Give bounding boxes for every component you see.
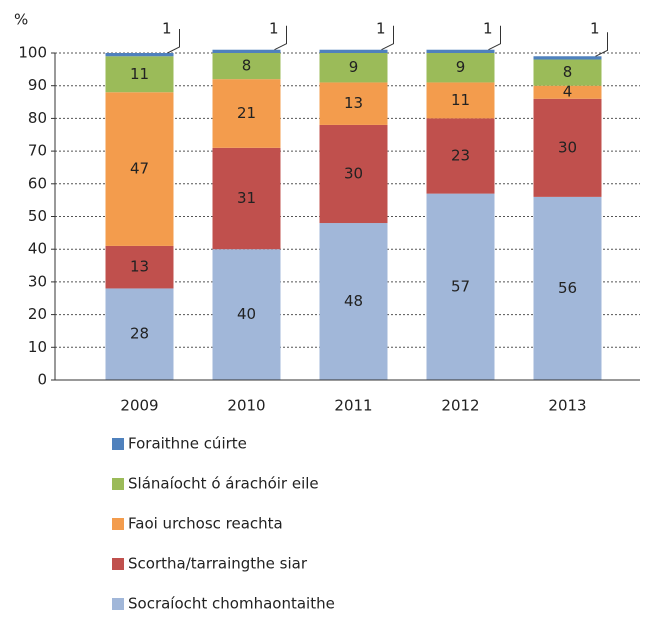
leader-line	[381, 25, 394, 51]
value-label: 40	[237, 305, 256, 323]
bar-segment	[105, 92, 174, 246]
y-tick-label: 50	[28, 207, 47, 225]
bar-segment	[319, 53, 388, 83]
value-label: 4	[563, 83, 573, 101]
bar-segment	[105, 53, 174, 57]
y-tick-label: 40	[28, 240, 47, 258]
leader-line	[488, 25, 501, 51]
value-label: 8	[242, 57, 252, 75]
value-label: 13	[130, 258, 149, 276]
y-tick-label: 90	[28, 76, 47, 94]
y-axis-label: %	[14, 11, 28, 29]
legend-label: Faoi urchosc reachta	[128, 515, 283, 533]
x-tick-label: 2011	[334, 397, 372, 415]
bar-segment	[426, 49, 495, 53]
bar-segment	[105, 288, 174, 380]
value-label: 48	[344, 292, 363, 310]
bar-segment	[212, 49, 281, 53]
bar-segment	[426, 193, 495, 380]
y-tick-label: 100	[18, 44, 47, 62]
bar-segment	[533, 59, 602, 86]
legend-swatch	[112, 558, 124, 570]
value-label: 28	[130, 325, 149, 343]
value-label: 23	[451, 147, 470, 165]
value-label: 57	[451, 277, 470, 295]
value-label: 11	[130, 65, 149, 83]
legend-swatch	[112, 518, 124, 530]
legend-swatch	[112, 598, 124, 610]
value-label: 1	[590, 20, 600, 38]
x-tick-label: 2012	[441, 397, 479, 415]
value-label: 9	[349, 58, 359, 76]
y-tick-label: 60	[28, 174, 47, 192]
x-tick-label: 2013	[548, 397, 586, 415]
x-tick-label: 2009	[120, 397, 158, 415]
y-tick-label: 80	[28, 109, 47, 127]
bar-segment	[105, 56, 174, 93]
x-tick-label: 2010	[227, 397, 265, 415]
y-tick-label: 70	[28, 142, 47, 160]
value-label: 21	[237, 104, 256, 122]
legend-label: Slánaíocht ó árachóir eile	[128, 475, 319, 493]
value-label: 31	[237, 189, 256, 207]
leader-line	[274, 25, 287, 51]
bar-segment	[319, 49, 388, 53]
bar-segment	[533, 98, 602, 197]
value-label: 47	[130, 160, 149, 178]
bar-segment	[426, 53, 495, 83]
bar-segment	[319, 223, 388, 380]
bar-segment	[426, 82, 495, 119]
y-tick-label: 0	[37, 371, 47, 389]
legend-swatch	[112, 438, 124, 450]
bar-segment	[533, 85, 602, 99]
bar-segment	[105, 245, 174, 289]
value-label: 1	[483, 20, 493, 38]
leader-line	[167, 29, 180, 54]
y-tick-label: 30	[28, 272, 47, 290]
bar-segment	[533, 56, 602, 60]
value-label: 56	[558, 279, 577, 297]
legend-swatch	[112, 478, 124, 490]
bar-segment	[319, 82, 388, 125]
bar-segment	[319, 124, 388, 224]
legend-label: Foraithne cúirte	[128, 435, 247, 453]
leader-line	[595, 32, 608, 57]
value-label: 1	[162, 20, 172, 38]
bar-segment	[212, 79, 281, 148]
bar-segment	[533, 196, 602, 380]
value-label: 9	[456, 58, 466, 76]
value-label: 11	[451, 91, 470, 109]
legend-label: Socraíocht chomhaontaithe	[128, 595, 335, 613]
value-label: 8	[563, 63, 573, 81]
value-label: 1	[269, 20, 279, 38]
value-label: 30	[558, 138, 577, 156]
y-tick-label: 10	[28, 338, 47, 356]
bar-segment	[426, 118, 495, 194]
bar-segment	[212, 53, 281, 80]
value-label: 30	[344, 164, 363, 182]
bar-segment	[212, 249, 281, 380]
y-tick-label: 20	[28, 305, 47, 323]
legend-label: Scortha/tarraingthe siar	[128, 555, 308, 573]
bar-segment	[212, 147, 281, 250]
value-label: 1	[376, 20, 386, 38]
value-label: 13	[344, 94, 363, 112]
